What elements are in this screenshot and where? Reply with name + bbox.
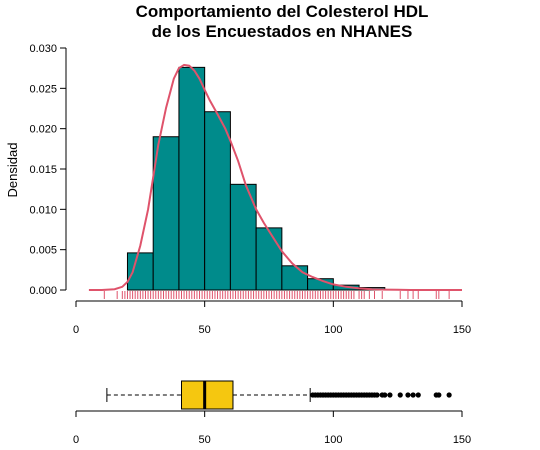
y-tick-label-6: 0.030 — [29, 43, 57, 55]
y-tick-label-2: 0.010 — [29, 204, 57, 216]
x-tick-label-2: 100 — [324, 324, 342, 336]
boxplot-x-tick-label-1: 50 — [199, 434, 211, 446]
histogram-bar-5 — [255, 227, 283, 291]
y-tick-label-3: 0.015 — [29, 164, 57, 176]
histogram-plot: 0.000 0.005 0.010 0.015 0.020 0.025 0.030 0 50 10… — [29, 43, 471, 336]
boxplot-x-tick-label-2: 100 — [324, 434, 342, 446]
y-tick-label-4: 0.020 — [29, 124, 57, 136]
boxplot-outlier-32 — [415, 392, 421, 398]
density-curve — [88, 63, 462, 291]
histogram-bar-1 — [152, 136, 180, 291]
boxplot-outlier-31 — [410, 392, 416, 398]
y-tick-label-5: 0.025 — [29, 83, 57, 95]
boxplot-box — [181, 380, 234, 410]
boxplot-outlier-34 — [436, 392, 442, 398]
boxplot-outlier-25 — [374, 392, 380, 398]
x-tick-label-0: 0 — [73, 324, 79, 336]
y-axis-title: Densidad — [5, 143, 20, 198]
y-tick-label-0: 0.000 — [29, 285, 57, 297]
boxplot-outlier-27 — [382, 392, 388, 398]
boxplot-x-tick-label-3: 150 — [453, 434, 471, 446]
boxplot-x-tick-label-0: 0 — [73, 434, 79, 446]
histogram-bar-0 — [126, 252, 154, 291]
chart-subtitle: de los Encuestados en NHANES — [152, 22, 413, 41]
boxplot-outlier-30 — [405, 392, 411, 398]
boxplot-outlier-35 — [446, 392, 452, 398]
histogram-bar-3 — [204, 111, 231, 291]
boxplot-plot: 0 50 100 150 — [73, 380, 471, 446]
histogram-bar-6 — [281, 265, 309, 291]
boxplot-outlier-29 — [397, 392, 403, 398]
chart-title: Comportamiento del Colesterol HDL — [136, 2, 429, 21]
x-tick-label-1: 50 — [199, 324, 211, 336]
histogram-bar-4 — [229, 183, 257, 291]
histogram-bar-2 — [178, 66, 206, 291]
x-tick-label-3: 150 — [453, 324, 471, 336]
y-tick-label-1: 0.005 — [29, 245, 57, 257]
boxplot-outlier-28 — [387, 392, 393, 398]
